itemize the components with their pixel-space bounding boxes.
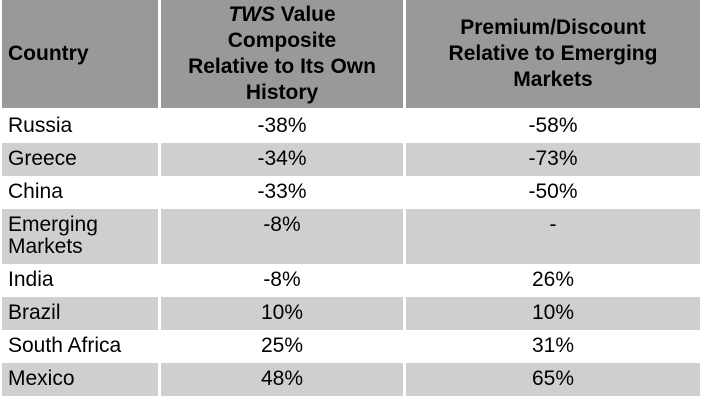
tws-value-cell: -33% (158, 176, 403, 209)
tws-value-cell: 10% (158, 297, 403, 330)
table-row-south-africa: South Africa 25% 31% (2, 330, 700, 363)
premium-discount-cell: 65% (403, 363, 700, 396)
country-cell: Brazil (2, 297, 158, 330)
table-row-greece: Greece -34% -73% (2, 143, 700, 176)
header-col2-line4: History (245, 81, 319, 104)
table-body: Russia -38% -58% Greece -34% -73% China … (2, 110, 700, 396)
header-col2-line1-rest: Value (274, 3, 336, 26)
premium-discount-cell: - (403, 209, 700, 264)
header-col2-line1: TWS Value (161, 2, 403, 28)
tws-value-cell: -34% (158, 143, 403, 176)
country-cell: Russia (2, 110, 158, 143)
header-col3-line1: Premium/Discount (460, 16, 646, 39)
premium-discount-cell: -50% (403, 176, 700, 209)
header-premium-discount: Premium/Discount Relative to Emerging Ma… (403, 0, 700, 110)
tws-value-cell: -38% (158, 110, 403, 143)
header-col2-line3: Relative to Its Own (188, 55, 376, 78)
header-col3-line2: Relative to Emerging (448, 42, 658, 65)
premium-discount-cell: -73% (403, 143, 700, 176)
premium-discount-cell: -58% (403, 110, 700, 143)
table-row-russia: Russia -38% -58% (2, 110, 700, 143)
table-header: Country TWS Value Composite Relative to … (2, 0, 700, 110)
valuation-table-container: Country TWS Value Composite Relative to … (2, 0, 700, 396)
table-row-emerging-markets: Emerging Markets -8% - (2, 209, 700, 264)
tws-value-cell: 48% (158, 363, 403, 396)
country-cell: Mexico (2, 363, 158, 396)
premium-discount-cell: 31% (403, 330, 700, 363)
tws-value-cell: -8% (158, 209, 403, 264)
table-row-india: India -8% 26% (2, 264, 700, 297)
country-cell: China (2, 176, 158, 209)
header-tws-value-composite: TWS Value Composite Relative to Its Own … (158, 0, 403, 110)
table-row-brazil: Brazil 10% 10% (2, 297, 700, 330)
premium-discount-cell: 26% (403, 264, 700, 297)
tws-value-cell: 25% (158, 330, 403, 363)
header-col2-line2: Composite (227, 29, 337, 52)
country-cell: India (2, 264, 158, 297)
table-row-mexico: Mexico 48% 65% (2, 363, 700, 396)
country-cell: Emerging Markets (2, 209, 158, 264)
premium-discount-cell: 10% (403, 297, 700, 330)
tws-italic-label: TWS (228, 3, 275, 26)
country-cell: South Africa (2, 330, 158, 363)
header-country: Country (2, 0, 158, 110)
tws-value-cell: -8% (158, 264, 403, 297)
header-col3-line3: Markets (513, 68, 593, 91)
header-row: Country TWS Value Composite Relative to … (2, 0, 700, 110)
country-valuation-table: Country TWS Value Composite Relative to … (2, 0, 700, 396)
table-row-china: China -33% -50% (2, 176, 700, 209)
country-cell: Greece (2, 143, 158, 176)
